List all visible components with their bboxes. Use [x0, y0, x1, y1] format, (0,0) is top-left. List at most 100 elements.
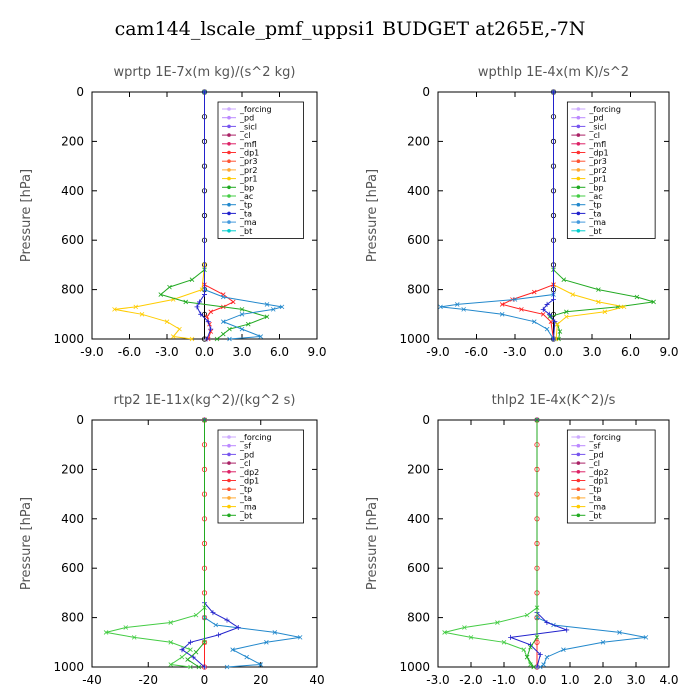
data-point: [185, 657, 190, 662]
legend-marker: [227, 107, 231, 111]
data-point: [499, 302, 505, 307]
x-tick-label: 9.0: [659, 345, 678, 359]
data-point: [168, 662, 174, 667]
data-point: [213, 622, 219, 628]
data-point: [531, 319, 537, 324]
legend-label: _ta: [239, 494, 252, 503]
x-tick-label: 9.0: [307, 345, 326, 359]
legend-marker: [576, 133, 581, 137]
data-point: [538, 664, 543, 670]
legend-marker: [576, 470, 581, 474]
legend-marker: [576, 513, 581, 518]
legend-label: _forcing: [239, 433, 272, 442]
data-point: [564, 627, 570, 633]
y-tick-label: 200: [61, 462, 84, 476]
legend-box: [217, 429, 304, 524]
data-point: [551, 89, 556, 95]
data-point: [187, 639, 193, 645]
legend-marker: [576, 504, 581, 509]
legend-marker: [227, 487, 231, 492]
legend-label: _bt: [239, 227, 252, 236]
legend-marker: [227, 443, 231, 448]
legend-marker: [576, 220, 581, 224]
data-point: [621, 304, 627, 310]
series-line-dp1: [444, 420, 538, 668]
data-point: [534, 664, 540, 670]
data-point: [202, 89, 207, 95]
data-point: [103, 630, 109, 635]
data-point: [264, 640, 269, 645]
legend-marker: [576, 229, 581, 233]
legend-label: _forcing: [588, 105, 621, 114]
data-point: [279, 304, 285, 310]
data-point: [461, 307, 466, 312]
data-point: [131, 635, 137, 640]
figure-title: cam144_lscale_pmf_uppsi1 BUDGET at265E,-…: [114, 18, 586, 40]
data-point: [557, 329, 563, 334]
x-tick-label: -9.0: [80, 345, 103, 359]
legend-marker: [576, 124, 581, 129]
legend-label: _bt: [239, 511, 252, 520]
x-tick-label: -3.0: [503, 345, 526, 359]
data-point: [555, 321, 560, 327]
data-point: [499, 312, 505, 317]
x-tick-label: 1.0: [560, 673, 579, 687]
data-point: [139, 312, 145, 317]
data-point: [547, 311, 553, 317]
data-point: [190, 654, 196, 660]
x-tick-label: 0.0: [544, 345, 563, 359]
data-point: [531, 664, 536, 670]
legend-label: _mfl: [239, 140, 257, 149]
x-tick-label: -6.0: [465, 345, 488, 359]
data-point: [634, 294, 640, 300]
data-point: [220, 319, 226, 324]
legend-marker: [576, 142, 581, 146]
legend-label: _ma: [239, 503, 257, 512]
data-point: [544, 620, 550, 626]
legend-label: _tp: [588, 201, 601, 210]
data-point: [548, 319, 554, 324]
legend-label: _dp2: [239, 468, 259, 477]
y-axis-label: Pressure [hPa]: [19, 497, 34, 590]
x-tick-label: -3.0: [155, 345, 178, 359]
x-tick-label: 0: [201, 673, 209, 687]
data-point: [534, 635, 540, 640]
y-tick-label: 400: [407, 184, 430, 198]
legend-marker: [576, 107, 581, 111]
y-tick-label: 1000: [53, 660, 84, 674]
data-point: [596, 299, 601, 305]
x-tick-label: -1.0: [492, 673, 515, 687]
legend-label: _dp1: [588, 477, 608, 486]
data-point: [216, 632, 222, 638]
data-point: [244, 654, 249, 660]
legend-marker: [227, 461, 231, 465]
legend-label: _bp: [588, 183, 603, 192]
x-tick-label: -6.0: [118, 345, 141, 359]
legend-label: _pd: [588, 114, 603, 123]
y-tick-label: 0: [76, 413, 84, 427]
data-point: [528, 644, 533, 650]
data-point: [551, 336, 556, 342]
x-tick-label: 3.0: [582, 345, 601, 359]
data-point: [512, 297, 518, 302]
legend-marker: [576, 194, 581, 198]
x-tick-label: 0.0: [527, 673, 546, 687]
legend-label: _bt: [588, 227, 601, 236]
data-point: [264, 314, 270, 320]
legend-marker: [576, 150, 581, 155]
data-point: [194, 304, 200, 310]
x-tick-label: 3.0: [232, 345, 251, 359]
legend-label: _ta: [588, 494, 601, 503]
legend-label: _pr3: [588, 157, 606, 166]
y-tick-label: 400: [61, 184, 84, 198]
y-axis-label: Pressure [hPa]: [19, 169, 34, 262]
series-line-dp1: [500, 92, 554, 340]
series-line-pr1: [114, 92, 205, 340]
legend-marker: [576, 478, 581, 483]
data-point: [561, 647, 566, 652]
legend-label: _pd: [239, 450, 254, 459]
legend-label: _dp1: [239, 477, 259, 486]
data-point: [198, 311, 204, 317]
legend-label: _dp1: [239, 149, 259, 158]
data-point: [196, 664, 202, 670]
